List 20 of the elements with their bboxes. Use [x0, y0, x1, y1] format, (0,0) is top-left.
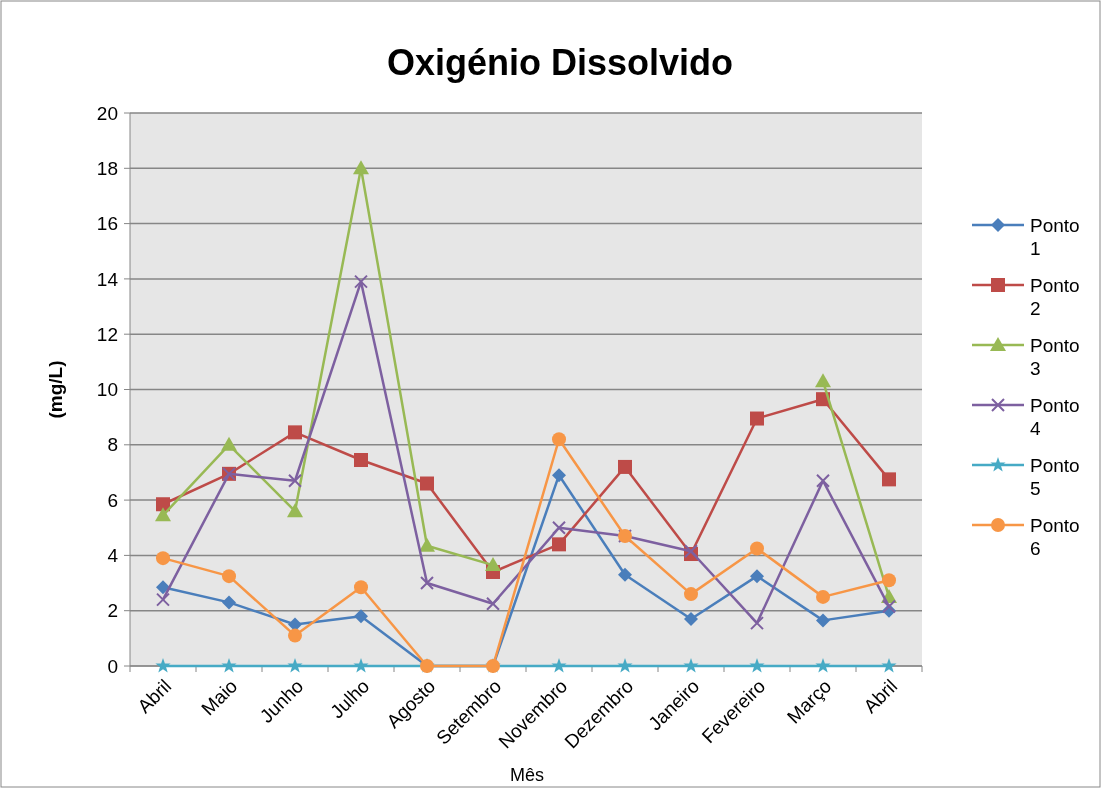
y-tick-label: 6 — [107, 489, 118, 511]
y-tick-label: 0 — [107, 655, 118, 677]
y-tick-label: 8 — [107, 434, 118, 456]
legend-label: Ponto 6 — [1030, 514, 1080, 560]
y-axis-title: (mg/L) — [45, 360, 66, 419]
y-tick-label: 10 — [96, 379, 118, 401]
y-tick-label: 16 — [96, 213, 118, 235]
legend-label: Ponto 2 — [1030, 274, 1080, 320]
x-axis-title: Mês — [509, 765, 545, 785]
legend-label: Ponto 3 — [1030, 334, 1080, 380]
legend-label: Ponto 5 — [1030, 454, 1080, 500]
y-tick-label: 18 — [96, 157, 118, 179]
chart-title: Oxigénio Dissolvido — [386, 42, 734, 83]
y-tick-label: 14 — [96, 268, 119, 290]
y-tick-label: 12 — [96, 323, 118, 345]
y-tick-label: 2 — [107, 600, 118, 622]
y-tick-label: 20 — [96, 102, 118, 124]
legend-label: Ponto 1 — [1030, 214, 1080, 260]
legend-label: Ponto 4 — [1030, 394, 1080, 440]
y-tick-label: 4 — [107, 545, 119, 567]
